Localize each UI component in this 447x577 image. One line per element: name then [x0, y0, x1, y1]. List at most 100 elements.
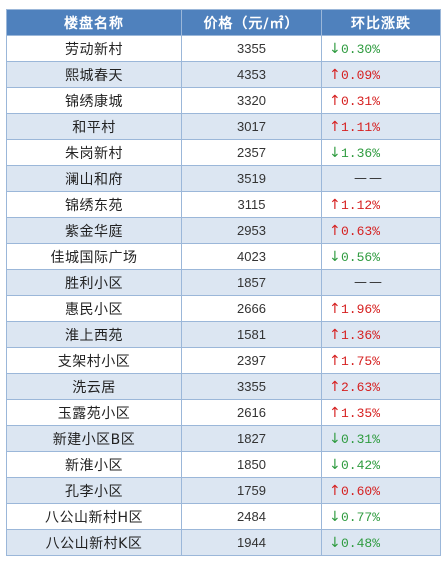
change-value: ↓0.30%: [329, 41, 381, 57]
change-cell: ↓0.48%: [321, 529, 441, 556]
property-name-cell: 新淮小区: [6, 451, 182, 478]
property-name-cell: 澜山和府: [6, 165, 182, 192]
change-value: ↓0.77%: [329, 509, 380, 525]
table-row: 洗云居 3355 ↑2.63%: [6, 373, 441, 400]
change-value: ↓0.42%: [329, 456, 381, 473]
change-percent: 0.48%: [341, 535, 381, 551]
change-percent: 0.30%: [341, 41, 381, 57]
price-cell: 2666: [181, 295, 322, 322]
change-percent: 1.36%: [341, 327, 381, 343]
change-percent: 0.63%: [341, 223, 381, 239]
price-cell: 2616: [181, 399, 322, 426]
change-value: ↓0.48%: [329, 535, 381, 551]
property-name-cell: 紫金华庭: [6, 217, 182, 244]
arrow-up-icon: ↑: [329, 404, 341, 421]
table-row: 八公山新村K区 1944 ↓0.48%: [6, 529, 441, 556]
table-row: 孔李小区 1759 ↑0.60%: [6, 477, 441, 504]
arrow-down-icon: ↓: [329, 456, 341, 473]
price-cell: 4023: [181, 243, 322, 270]
table-row: 和平村 3017 ↑1.11%: [6, 113, 441, 140]
change-percent: 1.12%: [341, 197, 381, 213]
table-row: 新淮小区 1850 ↓0.42%: [6, 451, 441, 478]
price-cell: 2357: [181, 139, 322, 166]
property-name-cell: 佳城国际广场: [6, 243, 182, 270]
change-percent: 1.36%: [341, 145, 381, 161]
price-cell: 1850: [181, 451, 322, 478]
change-percent: 0.56%: [341, 249, 381, 265]
arrow-down-icon: ↓: [329, 144, 341, 161]
property-name-cell: 八公山新村K区: [6, 529, 182, 556]
change-percent: 1.35%: [341, 405, 381, 421]
table-row: 胜利小区 1857 ——: [6, 269, 441, 296]
change-percent: 1.75%: [341, 353, 381, 369]
change-cell: ↓0.42%: [321, 451, 441, 478]
change-value: ↓0.31%: [329, 430, 381, 447]
no-change-indicator: ——: [354, 171, 384, 186]
price-cell: 3519: [181, 165, 322, 192]
change-cell: ↓0.77%: [321, 503, 441, 530]
change-cell: ↑0.31%: [321, 87, 441, 114]
price-cell: 2484: [181, 503, 322, 530]
change-percent: 2.63%: [341, 379, 381, 395]
change-value: ↑0.31%: [329, 93, 381, 109]
property-name-cell: 洗云居: [6, 373, 182, 400]
arrow-up-icon: ↑: [329, 300, 341, 317]
change-value: ↑2.63%: [329, 378, 381, 395]
price-cell: 4353: [181, 61, 322, 88]
table-row: 锦绣康城 3320 ↑0.31%: [6, 87, 441, 114]
table-row: 支架村小区 2397 ↑1.75%: [6, 347, 441, 374]
change-percent: 0.31%: [341, 93, 381, 109]
table-header-row: 楼盘名称 价格（元/㎡） 环比涨跌: [6, 9, 441, 36]
change-value: ↑0.63%: [329, 223, 381, 239]
table-row: 熙城春天 4353 ↑0.09%: [6, 61, 441, 88]
change-value: ↑1.12%: [329, 197, 381, 213]
header-property-name: 楼盘名称: [6, 9, 182, 36]
table-row: 新建小区B区 1827 ↓0.31%: [6, 425, 441, 452]
change-value: ↑0.09%: [329, 67, 380, 83]
property-name-cell: 惠民小区: [6, 295, 182, 322]
change-cell: ↓0.30%: [321, 35, 441, 62]
change-percent: 0.60%: [341, 483, 381, 499]
change-cell: ↑1.12%: [321, 191, 441, 218]
arrow-up-icon: ↑: [329, 352, 341, 369]
change-percent: 0.42%: [341, 457, 381, 473]
change-value: ↓0.56%: [329, 248, 381, 265]
table-row: 淮上西苑 1581 ↑1.36%: [6, 321, 441, 348]
arrow-down-icon: ↓: [329, 430, 341, 447]
arrow-up-icon: ↑: [329, 378, 341, 395]
price-cell: 1759: [181, 477, 322, 504]
price-cell: 3355: [181, 35, 322, 62]
price-cell: 2397: [181, 347, 322, 374]
table-row: 锦绣东苑 3115 ↑1.12%: [6, 191, 441, 218]
table-row: 佳城国际广场 4023 ↓0.56%: [6, 243, 441, 270]
change-cell: ——: [321, 165, 441, 192]
change-value: ↑0.60%: [329, 483, 381, 499]
change-value: ↑1.96%: [329, 300, 380, 317]
change-cell: ↑1.36%: [321, 321, 441, 348]
price-cell: 3115: [181, 191, 322, 218]
change-value: ↓1.36%: [329, 144, 381, 161]
property-name-cell: 淮上西苑: [6, 321, 182, 348]
change-cell: ↑0.09%: [321, 61, 441, 88]
table-row: 八公山新村H区 2484 ↓0.77%: [6, 503, 441, 530]
property-name-cell: 新建小区B区: [6, 425, 182, 452]
header-change: 环比涨跌: [321, 9, 441, 36]
property-name-cell: 玉露苑小区: [6, 399, 182, 426]
property-name-cell: 胜利小区: [6, 269, 182, 296]
change-cell: ↑0.63%: [321, 217, 441, 244]
property-name-cell: 锦绣康城: [6, 87, 182, 114]
arrow-down-icon: ↓: [329, 248, 341, 265]
price-cell: 2953: [181, 217, 322, 244]
table-row: 惠民小区 2666 ↑1.96%: [6, 295, 441, 322]
change-cell: ——: [321, 269, 441, 296]
property-name-cell: 八公山新村H区: [6, 503, 182, 530]
property-name-cell: 朱岗新村: [6, 139, 182, 166]
change-percent: 1.11%: [341, 119, 381, 135]
price-cell: 1857: [181, 269, 322, 296]
price-cell: 1944: [181, 529, 322, 556]
change-cell: ↑1.11%: [321, 113, 441, 140]
change-percent: 0.31%: [341, 431, 381, 447]
arrow-up-icon: ↑: [329, 118, 341, 135]
change-cell: ↓0.56%: [321, 243, 441, 270]
property-name-cell: 熙城春天: [6, 61, 182, 88]
